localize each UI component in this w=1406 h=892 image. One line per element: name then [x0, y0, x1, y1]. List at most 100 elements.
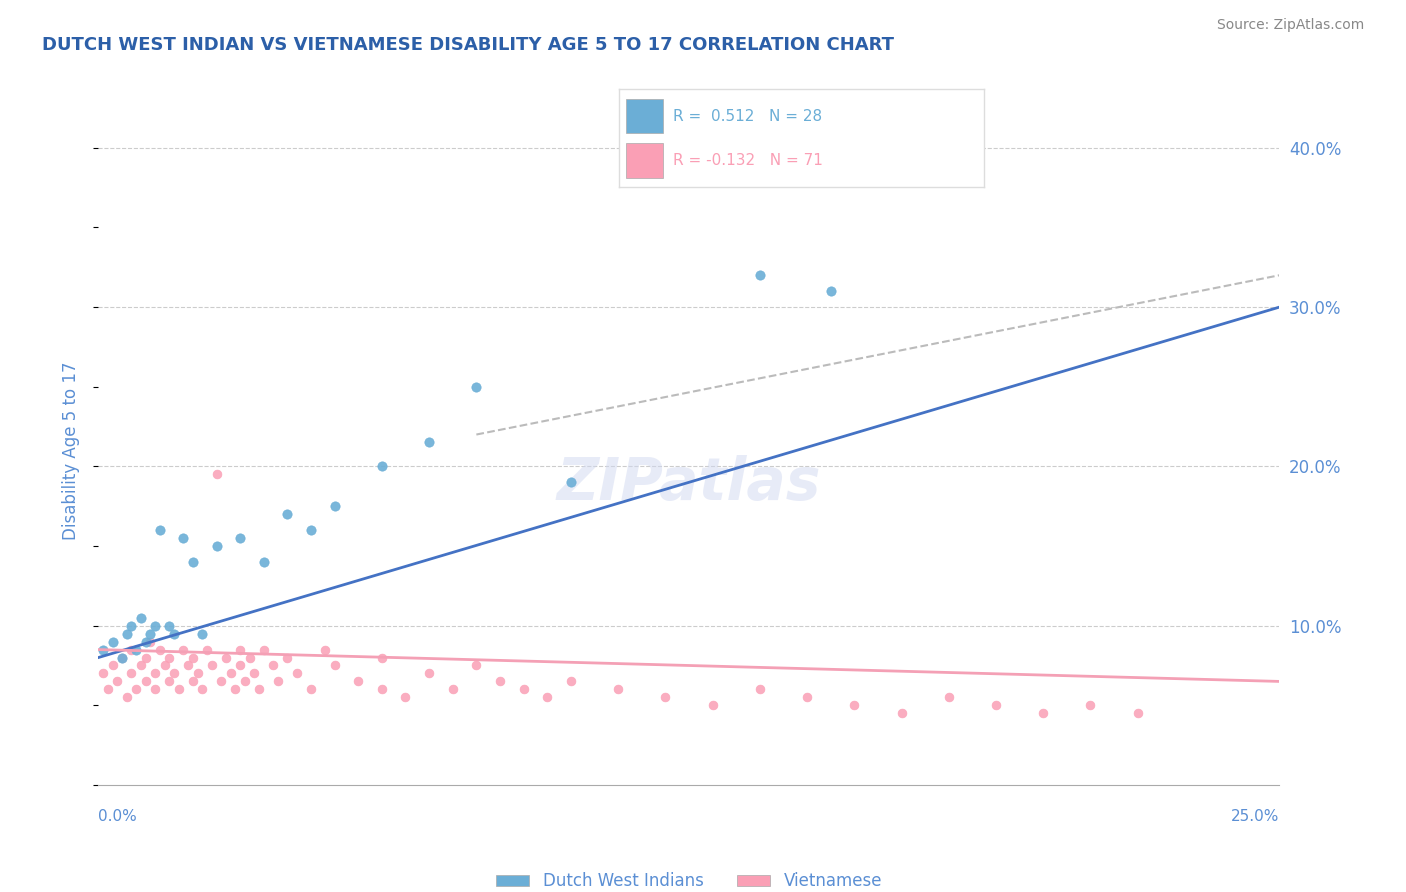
Point [347, 674, 370, 689]
Point [167, 682, 190, 697]
Text: R = -0.132   N = 71: R = -0.132 N = 71 [673, 153, 824, 169]
Point [233, 674, 256, 689]
Point [702, 698, 724, 713]
Point [209, 674, 232, 689]
Text: Source: ZipAtlas.com: Source: ZipAtlas.com [1216, 18, 1364, 32]
Text: 0.0%: 0.0% [98, 809, 138, 823]
Point [243, 666, 266, 681]
Point [105, 674, 128, 689]
Point [512, 682, 534, 697]
Point [215, 650, 238, 665]
Point [276, 507, 298, 521]
Point [253, 555, 276, 569]
Point [163, 666, 186, 681]
Point [149, 642, 172, 657]
Point [253, 642, 276, 657]
Point [163, 626, 186, 640]
Point [153, 658, 176, 673]
Point [139, 626, 162, 640]
FancyBboxPatch shape [626, 143, 662, 178]
Point [560, 475, 582, 490]
Point [205, 467, 228, 482]
Point [796, 690, 818, 705]
Point [314, 642, 336, 657]
Point [129, 611, 152, 625]
Legend: Dutch West Indians, Vietnamese: Dutch West Indians, Vietnamese [489, 866, 889, 892]
Point [262, 658, 284, 673]
Point [139, 634, 162, 648]
Point [219, 666, 242, 681]
Point [143, 666, 166, 681]
Point [820, 284, 842, 298]
Point [187, 666, 209, 681]
Point [157, 674, 180, 689]
Point [844, 698, 866, 713]
Point [91, 642, 114, 657]
FancyBboxPatch shape [626, 99, 662, 133]
Point [267, 674, 290, 689]
Point [323, 658, 346, 673]
Point [890, 706, 912, 721]
Point [1080, 698, 1102, 713]
Point [97, 682, 120, 697]
Point [135, 634, 157, 648]
Text: 25.0%: 25.0% [1232, 809, 1279, 823]
Point [489, 674, 512, 689]
Point [239, 650, 262, 665]
Point [371, 650, 394, 665]
Point [135, 650, 157, 665]
Text: R =  0.512   N = 28: R = 0.512 N = 28 [673, 109, 823, 124]
Point [191, 626, 214, 640]
Point [607, 682, 630, 697]
Point [201, 658, 224, 673]
Point [205, 539, 228, 553]
Point [229, 531, 252, 545]
Point [101, 634, 124, 648]
Point [129, 658, 152, 673]
Point [1032, 706, 1054, 721]
Point [285, 666, 308, 681]
Point [536, 690, 558, 705]
Point [276, 650, 298, 665]
Point [224, 682, 246, 697]
Point [157, 618, 180, 632]
Point [121, 642, 143, 657]
Point [1126, 706, 1149, 721]
Point [157, 650, 180, 665]
Point [229, 658, 252, 673]
Point [115, 690, 138, 705]
Point [111, 650, 134, 665]
Point [938, 690, 960, 705]
Point [181, 674, 204, 689]
Point [748, 682, 770, 697]
Point [191, 682, 214, 697]
Point [299, 523, 322, 537]
Text: ZIPatlas: ZIPatlas [557, 456, 821, 512]
Point [394, 690, 416, 705]
Y-axis label: Disability Age 5 to 17: Disability Age 5 to 17 [62, 361, 80, 540]
Point [125, 642, 148, 657]
Point [418, 435, 440, 450]
Point [177, 658, 200, 673]
Point [121, 618, 143, 632]
Point [135, 674, 157, 689]
Point [143, 682, 166, 697]
Point [560, 674, 582, 689]
Point [181, 555, 204, 569]
Point [465, 380, 488, 394]
Point [121, 666, 143, 681]
Point [371, 459, 394, 474]
Point [101, 658, 124, 673]
Point [441, 682, 464, 697]
Point [111, 650, 134, 665]
Point [748, 268, 770, 283]
Point [299, 682, 322, 697]
Point [91, 666, 114, 681]
Point [115, 626, 138, 640]
Point [371, 682, 394, 697]
Point [229, 642, 252, 657]
Point [195, 642, 218, 657]
Point [172, 642, 194, 657]
Point [247, 682, 270, 697]
Point [323, 500, 346, 514]
